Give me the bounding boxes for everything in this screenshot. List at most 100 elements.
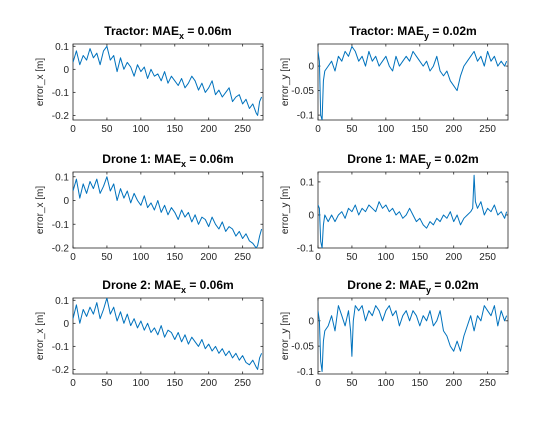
y-tick-label: -0.05 (291, 86, 314, 97)
y-tick-label: -0.2 (52, 365, 70, 376)
x-tick-label: 100 (378, 252, 395, 263)
axes-frame (72, 171, 264, 249)
x-tick-label: 50 (101, 252, 113, 263)
title-prefix: Tractor: MAE (349, 24, 424, 38)
x-tick-label: 50 (346, 252, 358, 263)
x-tick-label: 50 (346, 378, 358, 389)
subplot-6: Drone 2: MAEy = 0.02m error_y [m] 0 50 100 15… (280, 278, 509, 389)
series-line-1 (318, 174, 508, 248)
title-suffix: = 0.06m (186, 278, 234, 292)
title-subscript: x (181, 285, 186, 295)
x-tick-label: 200 (200, 124, 217, 135)
x-tick-label: 100 (133, 252, 150, 263)
title-suffix: = 0.06m (184, 24, 232, 38)
x-tick-label: 100 (133, 124, 150, 135)
y-tick-label: -0.1 (52, 220, 70, 231)
y-axis-label: error_y [m] (280, 186, 291, 235)
x-tick-label: 0 (315, 252, 321, 263)
title-suffix: = 0.02m (431, 278, 479, 292)
x-tick-label: 150 (166, 252, 183, 263)
subplot-title: Drone 1: MAEx = 0.06m (102, 152, 233, 169)
y-tick-label: -0.1 (297, 367, 315, 378)
subplot-title: Drone 2: MAEy = 0.02m (347, 278, 478, 295)
y-tick-label: -0.2 (52, 111, 70, 122)
subplot-3: Drone 1: MAEx = 0.06m error_x [m] 0 50 100 15… (35, 152, 264, 263)
series-line-1 (318, 305, 508, 372)
subplot-title: Tractor: MAEx = 0.06m (104, 24, 231, 41)
series-line-1 (73, 176, 263, 248)
x-tick-label: 250 (234, 124, 251, 135)
y-axis-label: error_x [m] (35, 312, 46, 361)
y-tick-label: -0.1 (297, 244, 315, 255)
axes-frame (317, 297, 509, 375)
subplot-5: Drone 2: MAEx = 0.06m error_x [m] 0 50 100 15… (35, 278, 264, 389)
y-tick-label: -0.05 (291, 342, 314, 353)
series-line-1 (73, 298, 263, 370)
subplot-1: Tractor: MAEx = 0.06m error_x [m] 0 50 100 15… (35, 24, 264, 135)
y-axis-label: error_y [m] (280, 58, 291, 107)
subplot-title: Drone 1: MAEy = 0.02m (347, 152, 478, 169)
x-tick-label: 100 (378, 124, 395, 135)
y-tick-label: -0.1 (52, 342, 70, 353)
title-subscript: x (179, 31, 184, 41)
x-tick-label: 200 (445, 252, 462, 263)
title-suffix: = 0.02m (429, 24, 477, 38)
y-tick-label: 0 (308, 316, 314, 327)
series-line-1 (318, 46, 508, 120)
x-tick-label: 100 (378, 378, 395, 389)
axes-frame (72, 297, 264, 375)
x-tick-label: 250 (234, 378, 251, 389)
y-tick-label: 0 (63, 319, 69, 330)
x-tick-label: 150 (411, 252, 428, 263)
x-tick-label: 50 (101, 124, 113, 135)
x-tick-label: 200 (200, 252, 217, 263)
y-tick-label: 0 (63, 65, 69, 76)
x-tick-label: 150 (166, 124, 183, 135)
x-tick-label: 200 (200, 378, 217, 389)
y-tick-label: -0.1 (52, 88, 70, 99)
subplot-2: Tractor: MAEy = 0.02m error_y [m] 0 50 100 15… (280, 24, 509, 135)
y-tick-label: 0 (63, 196, 69, 207)
title-prefix: Drone 2: MAE (102, 278, 181, 292)
title-subscript: y (426, 285, 431, 295)
title-prefix: Drone 1: MAE (347, 152, 426, 166)
x-tick-label: 250 (479, 252, 496, 263)
y-tick-label: 0 (308, 210, 314, 221)
x-tick-label: 150 (166, 378, 183, 389)
x-tick-label: 250 (234, 252, 251, 263)
title-subscript: y (424, 31, 429, 41)
y-tick-label: 0.1 (55, 42, 69, 53)
x-tick-label: 0 (70, 252, 76, 263)
y-tick-label: 0.1 (55, 172, 69, 183)
series-line-1 (73, 45, 263, 116)
axes-frame (317, 171, 509, 249)
y-tick-label: 0.1 (300, 177, 314, 188)
y-axis-label: error_x [m] (35, 58, 46, 107)
x-tick-label: 0 (315, 378, 321, 389)
x-tick-label: 150 (411, 378, 428, 389)
y-tick-label: -0.1 (297, 111, 315, 122)
title-subscript: x (181, 159, 186, 169)
x-tick-label: 150 (411, 124, 428, 135)
y-tick-label: -0.2 (52, 244, 70, 255)
x-tick-label: 250 (479, 124, 496, 135)
y-axis-label: error_y [m] (280, 312, 291, 361)
x-tick-label: 0 (70, 124, 76, 135)
title-suffix: = 0.02m (431, 152, 479, 166)
title-subscript: y (426, 159, 431, 169)
y-tick-label: 0.1 (55, 296, 69, 307)
x-tick-label: 50 (101, 378, 113, 389)
y-tick-label: 0 (308, 62, 314, 73)
x-tick-label: 250 (479, 378, 496, 389)
x-tick-label: 200 (445, 378, 462, 389)
subplot-4: Drone 1: MAEy = 0.02m error_y [m] 0 50 100 15… (280, 152, 509, 263)
x-tick-label: 200 (445, 124, 462, 135)
x-tick-label: 0 (70, 378, 76, 389)
title-prefix: Drone 1: MAE (102, 152, 181, 166)
title-suffix: = 0.06m (186, 152, 234, 166)
title-prefix: Drone 2: MAE (347, 278, 426, 292)
x-tick-label: 100 (133, 378, 150, 389)
x-tick-label: 50 (346, 124, 358, 135)
